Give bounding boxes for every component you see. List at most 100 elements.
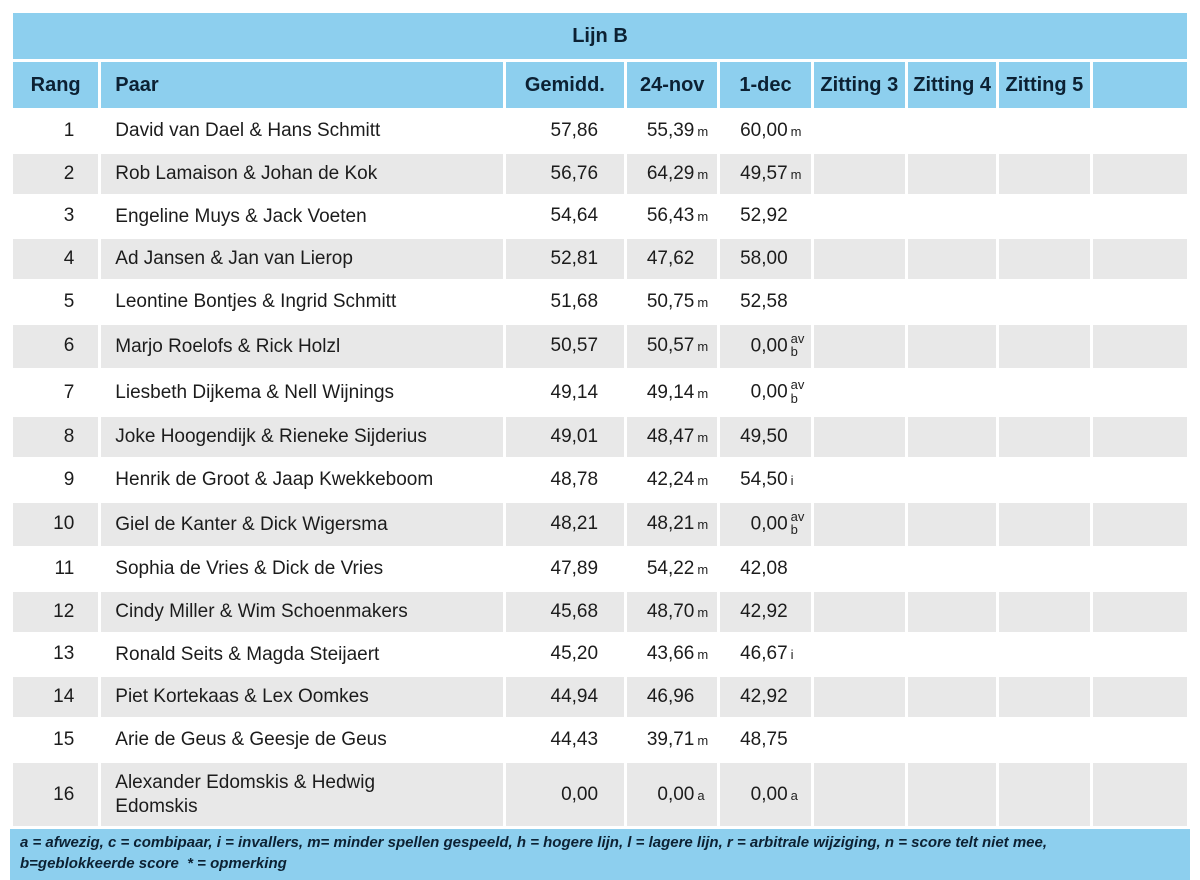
pair-cell: Cindy Miller & Wim Schoenmakers (101, 591, 503, 632)
results-table-body: 1 David van Dael & Hans Schmitt 57,86 55,39… (13, 111, 1187, 827)
score-marker: av b (788, 378, 807, 405)
rank-cell: 15 (13, 720, 99, 760)
score-value: 0,00 (750, 381, 788, 403)
score-marker: m (790, 123, 802, 139)
table-row: 5 Leontine Bontjes & Ingrid Schmitt 51,68 5… (13, 282, 1187, 322)
table-row: 4 Ad Jansen & Jan van Lierop 52,81 47,62 58… (13, 239, 1187, 279)
score-marker: i (790, 472, 794, 488)
score-cell-1-dec: 60,00 m (720, 111, 811, 151)
pair-cell: Alexander Edomskis & Hedwig Edomskis (101, 762, 503, 827)
column-header-zitting-4: Zitting 4 (907, 62, 997, 108)
score-cell-24-nov: 55,39 m (627, 111, 718, 151)
session-cell-zitting-4 (907, 634, 997, 675)
score-value: 54,50 (740, 468, 788, 490)
spacer-cell (1092, 111, 1187, 151)
pair-cell: Ad Jansen & Jan van Lierop (101, 239, 503, 279)
session-cell-zitting-3 (813, 762, 905, 827)
score-cell-1-dec: 54,50 i (720, 460, 811, 500)
score-marker (788, 430, 807, 445)
pair-cell: Liesbeth Dijkema & Nell Wijnings (101, 371, 503, 415)
table-row: 13 Ronald Seits & Magda Steijaert 45,20 43,… (13, 634, 1187, 675)
column-header-zitting-3: Zitting 3 (813, 62, 905, 108)
rank-cell: 10 (13, 502, 99, 547)
rank-cell: 8 (13, 417, 99, 458)
legend-line-2: b=geblokkeerde score * = opmerking (20, 854, 287, 872)
score-marker (788, 295, 807, 310)
session-cell-zitting-5 (999, 460, 1090, 500)
rank-cell: 4 (13, 239, 99, 279)
score-cell-24-nov: 47,62 (627, 239, 718, 279)
session-cell-zitting-5 (999, 634, 1090, 675)
score-cell-24-nov: 56,43 m (627, 196, 718, 237)
score-cell-1-dec: 42,92 (720, 677, 811, 718)
session-cell-zitting-3 (813, 153, 905, 194)
score-cell-24-nov: 0,00 a (627, 762, 718, 827)
score-value: 48,21 (646, 513, 695, 535)
score-value: 49,50 (740, 426, 788, 448)
score-value: 49,14 (646, 381, 695, 403)
pair-cell: Joke Hoogendijk & Rieneke Sijderius (101, 417, 503, 458)
score-marker: m (697, 604, 709, 620)
score-cell-24-nov: 54,22 m (627, 549, 718, 589)
table-row: 15 Arie de Geus & Geesje de Geus 44,43 39,7… (13, 720, 1187, 760)
score-cell-24-nov: 48,70 m (627, 591, 718, 632)
session-cell-zitting-5 (999, 502, 1090, 547)
table-row: 1 David van Dael & Hans Schmitt 57,86 55,39… (13, 111, 1187, 151)
score-marker: m (697, 430, 709, 446)
rank-cell: 16 (13, 762, 99, 827)
column-header-paar: Paar (101, 62, 503, 108)
average-cell: 49,01 (505, 417, 625, 458)
score-marker (788, 605, 807, 620)
rank-cell: 2 (13, 153, 99, 194)
score-marker: m (697, 561, 709, 577)
average-cell: 48,78 (505, 460, 625, 500)
rank-cell: 11 (13, 549, 99, 589)
score-cell-1-dec: 49,50 (720, 417, 811, 458)
score-value: 52,92 (740, 205, 788, 227)
column-header-rang: Rang (13, 62, 99, 108)
spacer-cell (1092, 153, 1187, 194)
session-cell-zitting-4 (907, 371, 997, 415)
spacer-cell (1092, 502, 1187, 547)
score-value: 64,29 (646, 162, 695, 184)
score-marker: i (790, 647, 794, 663)
table-row: 16 Alexander Edomskis & Hedwig Edomskis 0,… (13, 762, 1187, 827)
average-cell: 57,86 (505, 111, 625, 151)
session-cell-zitting-3 (813, 324, 905, 369)
session-cell-zitting-5 (999, 324, 1090, 369)
score-value: 50,75 (646, 290, 695, 312)
score-cell-24-nov: 48,21 m (627, 502, 718, 547)
score-value: 0,00 (750, 783, 788, 805)
session-cell-zitting-4 (907, 720, 997, 760)
session-cell-zitting-4 (907, 324, 997, 369)
rank-cell: 1 (13, 111, 99, 151)
column-header-24-nov: 24-nov (627, 62, 718, 108)
pair-cell: Ronald Seits & Magda Steijaert (101, 634, 503, 675)
score-marker-bottom: b (790, 344, 798, 360)
score-value: 47,62 (646, 248, 695, 270)
average-cell: 54,64 (505, 196, 625, 237)
session-cell-zitting-5 (999, 239, 1090, 279)
score-value: 0,00 (657, 783, 695, 805)
session-cell-zitting-3 (813, 282, 905, 322)
score-value: 60,00 (740, 119, 788, 141)
session-cell-zitting-4 (907, 591, 997, 632)
session-cell-zitting-4 (907, 239, 997, 279)
spacer-cell (1092, 460, 1187, 500)
score-marker-top: av (790, 508, 805, 524)
score-cell-1-dec: 46,67 i (720, 634, 811, 675)
header-row: Rang Paar Gemidd. 24-nov 1-dec Zitting 3… (13, 62, 1187, 108)
spacer-cell (1092, 324, 1187, 369)
session-cell-zitting-4 (907, 460, 997, 500)
score-cell-24-nov: 50,57 m (627, 324, 718, 369)
score-cell-24-nov: 64,29 m (627, 153, 718, 194)
session-cell-zitting-3 (813, 371, 905, 415)
table-row: 14 Piet Kortekaas & Lex Oomkes 44,94 46,96 … (13, 677, 1187, 718)
session-cell-zitting-5 (999, 282, 1090, 322)
spacer-cell (1092, 417, 1187, 458)
session-cell-zitting-3 (813, 196, 905, 237)
spacer-cell (1092, 677, 1187, 718)
column-header-gemidd: Gemidd. (505, 62, 625, 108)
session-cell-zitting-4 (907, 417, 997, 458)
score-marker: av b (788, 332, 807, 359)
